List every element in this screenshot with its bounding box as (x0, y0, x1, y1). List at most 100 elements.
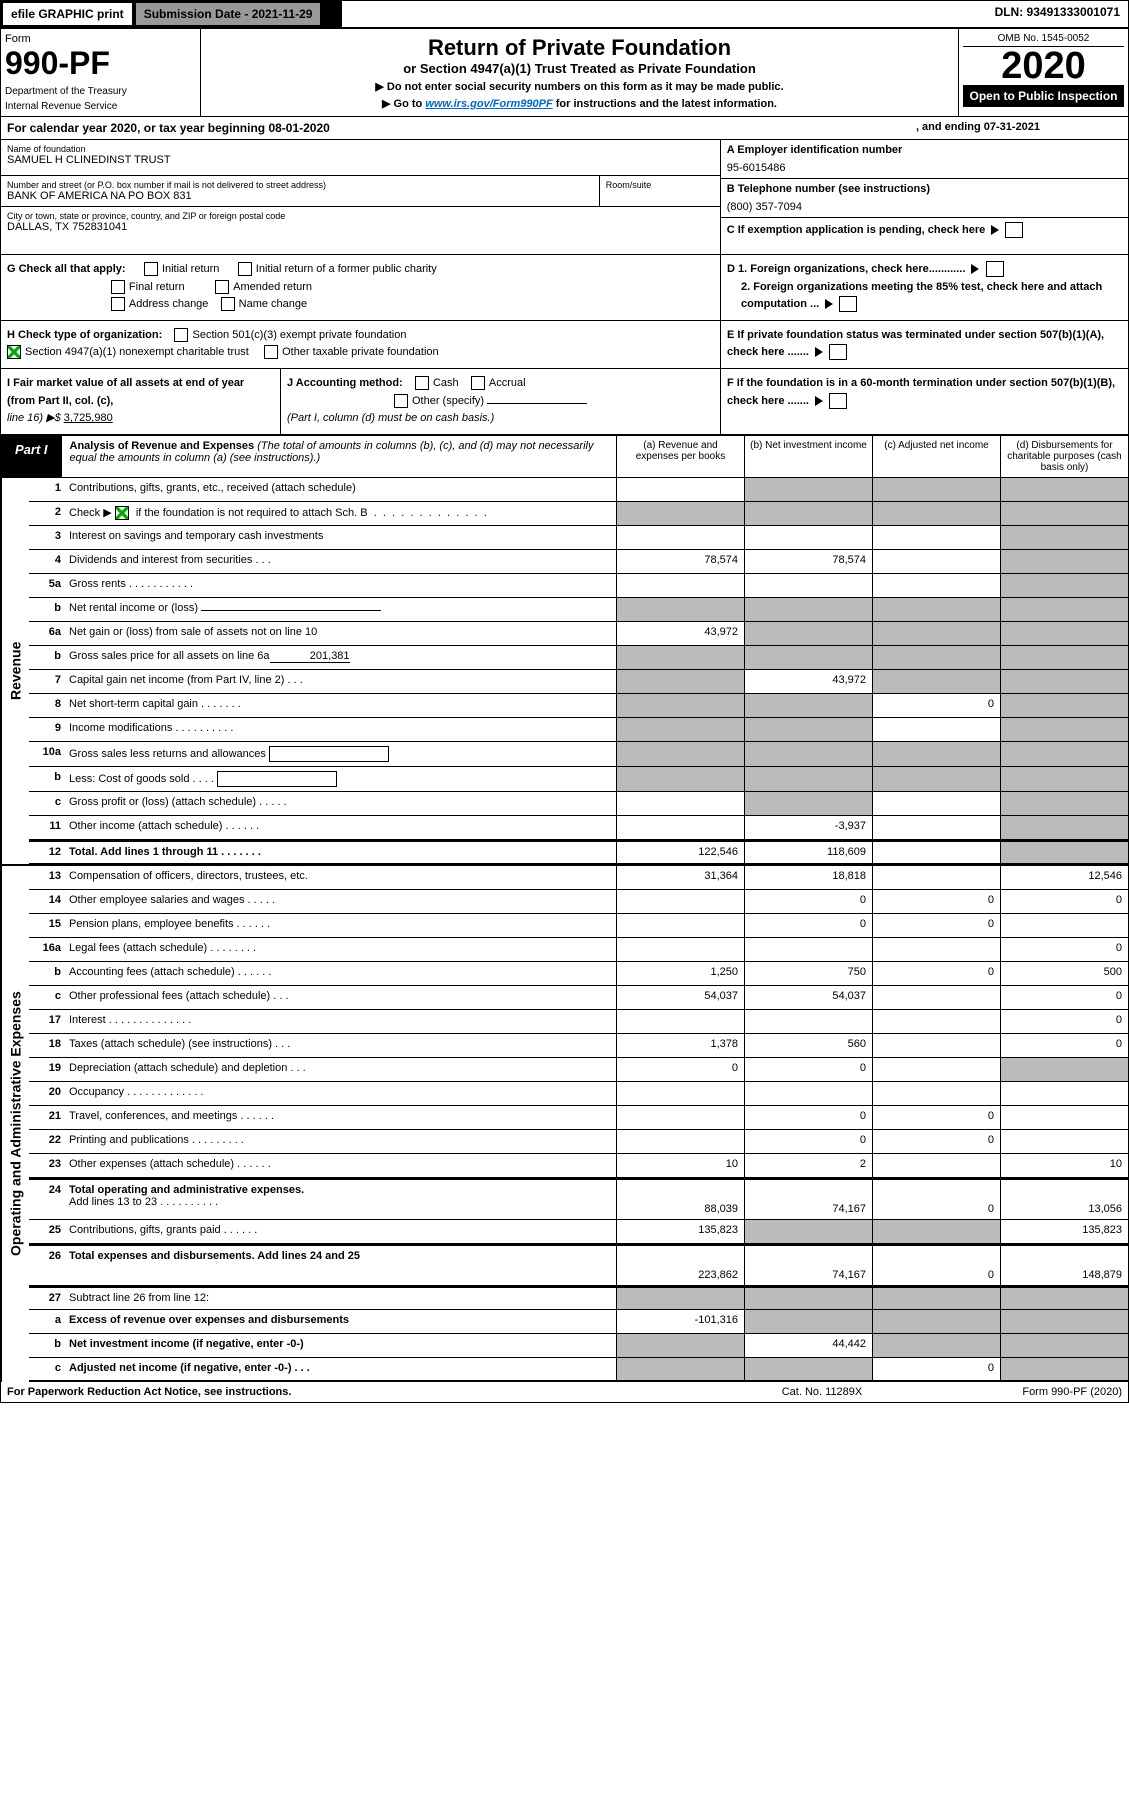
cell-c (872, 1010, 1000, 1033)
j-cash-checkbox[interactable] (415, 376, 429, 390)
cell-b: 2 (744, 1154, 872, 1177)
part1-label: Part I (1, 436, 62, 477)
h-label: H Check type of organization: (7, 329, 162, 341)
g-initial-checkbox[interactable] (144, 262, 158, 276)
e-checkbox[interactable] (829, 344, 847, 360)
cell-d: 0 (1000, 1010, 1128, 1033)
cell-d (1000, 792, 1128, 815)
cell-a: -101,316 (616, 1310, 744, 1333)
h-4947-checkbox[interactable] (7, 345, 21, 359)
row-desc: Net rental income or (loss) (65, 598, 616, 621)
row-desc: Taxes (attach schedule) (see instruction… (65, 1034, 616, 1057)
row-num: 3 (29, 526, 65, 549)
cell-d (1000, 478, 1128, 501)
row-desc: Excess of revenue over expenses and disb… (65, 1310, 616, 1333)
row-num: 20 (29, 1082, 65, 1105)
cell-b: 0 (744, 1130, 872, 1153)
cell-d (1000, 767, 1128, 791)
cell-a (616, 890, 744, 913)
row-num: 4 (29, 550, 65, 573)
f-label: F If the foundation is in a 60-month ter… (727, 377, 1115, 407)
r5b-line (201, 610, 381, 611)
h-other-label: Other taxable private foundation (282, 346, 439, 358)
cell-a (616, 718, 744, 741)
row-desc: Legal fees (attach schedule) . . . . . .… (65, 938, 616, 961)
cell-d (1000, 718, 1128, 741)
cell-a: 1,250 (616, 962, 744, 985)
cell-d (1000, 1130, 1128, 1153)
cell-b (744, 502, 872, 525)
cell-d (1000, 1288, 1128, 1309)
footer-form: Form 990-PF (2020) (922, 1386, 1122, 1398)
cell-d (1000, 574, 1128, 597)
j-other-label: Other (specify) (412, 395, 484, 407)
row-num: a (29, 1310, 65, 1333)
i-line-label: line 16) ▶$ (7, 412, 64, 424)
row-desc: Capital gain net income (from Part IV, l… (65, 670, 616, 693)
cell-a: 88,039 (616, 1180, 744, 1219)
cell-d (1000, 526, 1128, 549)
cell-c (872, 792, 1000, 815)
cell-a (616, 574, 744, 597)
f-checkbox[interactable] (829, 393, 847, 409)
row-desc: Total. Add lines 1 through 11 . . . . . … (65, 842, 616, 863)
g-final-checkbox[interactable] (111, 280, 125, 294)
cell-c (872, 1334, 1000, 1357)
i-value: 3,725,980 (64, 412, 113, 424)
check-prefix: Check ▶ (69, 507, 112, 519)
cell-c: 0 (872, 1180, 1000, 1219)
cell-b: 0 (744, 1058, 872, 1081)
divider-block (322, 1, 342, 27)
h-other-checkbox[interactable] (264, 345, 278, 359)
cell-a (616, 670, 744, 693)
footer-notice: For Paperwork Reduction Act Notice, see … (7, 1386, 722, 1398)
g-initial-former-checkbox[interactable] (238, 262, 252, 276)
row-desc: Other expenses (attach schedule) . . . .… (65, 1154, 616, 1177)
r10b-text: Less: Cost of goods sold . . . . (69, 773, 214, 785)
row-desc: Occupancy . . . . . . . . . . . . . (65, 1082, 616, 1105)
row-desc: Contributions, gifts, grants, etc., rece… (65, 478, 616, 501)
d1-checkbox[interactable] (986, 261, 1004, 277)
row-num: 16a (29, 938, 65, 961)
form-subtitle: or Section 4947(a)(1) Trust Treated as P… (207, 61, 952, 76)
instr-suffix: for instructions and the latest informat… (553, 98, 777, 110)
row-desc: Interest on savings and temporary cash i… (65, 526, 616, 549)
r5b-text: Net rental income or (loss) (69, 602, 198, 614)
cell-d: 0 (1000, 986, 1128, 1009)
cell-a (616, 1010, 744, 1033)
r24-sub: Add lines 13 to 23 . . . . . . . . . . (69, 1196, 218, 1208)
cell-c (872, 816, 1000, 839)
r10a-text: Gross sales less returns and allowances (69, 748, 266, 760)
foundation-name-label: Name of foundation (7, 144, 714, 154)
c-checkbox[interactable] (1005, 222, 1023, 238)
cell-a (616, 1106, 744, 1129)
cell-a: 1,378 (616, 1034, 744, 1057)
cell-b (744, 1288, 872, 1309)
cell-d (1000, 1310, 1128, 1333)
row-num: b (29, 646, 65, 669)
cell-d: 12,546 (1000, 866, 1128, 889)
g-amended-checkbox[interactable] (215, 280, 229, 294)
cell-a: 0 (616, 1058, 744, 1081)
g-address-label: Address change (129, 298, 209, 310)
cell-a: 223,862 (616, 1246, 744, 1285)
row-num: 15 (29, 914, 65, 937)
sch-b-checkbox[interactable] (115, 506, 129, 520)
row-desc: Adjusted net income (if negative, enter … (65, 1358, 616, 1380)
g-address-checkbox[interactable] (111, 297, 125, 311)
r6b-value: 201,381 (270, 650, 350, 663)
form-title: Return of Private Foundation (207, 35, 952, 61)
col-b-header: (b) Net investment income (744, 436, 872, 477)
d2-checkbox[interactable] (839, 296, 857, 312)
g-name-checkbox[interactable] (221, 297, 235, 311)
cell-c (872, 1154, 1000, 1177)
cell-c: 0 (872, 914, 1000, 937)
row-desc: Gross sales less returns and allowances (65, 742, 616, 766)
irs-link[interactable]: www.irs.gov/Form990PF (425, 98, 552, 110)
j-accrual-checkbox[interactable] (471, 376, 485, 390)
row-num: b (29, 767, 65, 791)
h-501-checkbox[interactable] (174, 328, 188, 342)
efile-button[interactable]: efile GRAPHIC print (1, 1, 134, 27)
j-other-checkbox[interactable] (394, 394, 408, 408)
row-num: c (29, 1358, 65, 1380)
